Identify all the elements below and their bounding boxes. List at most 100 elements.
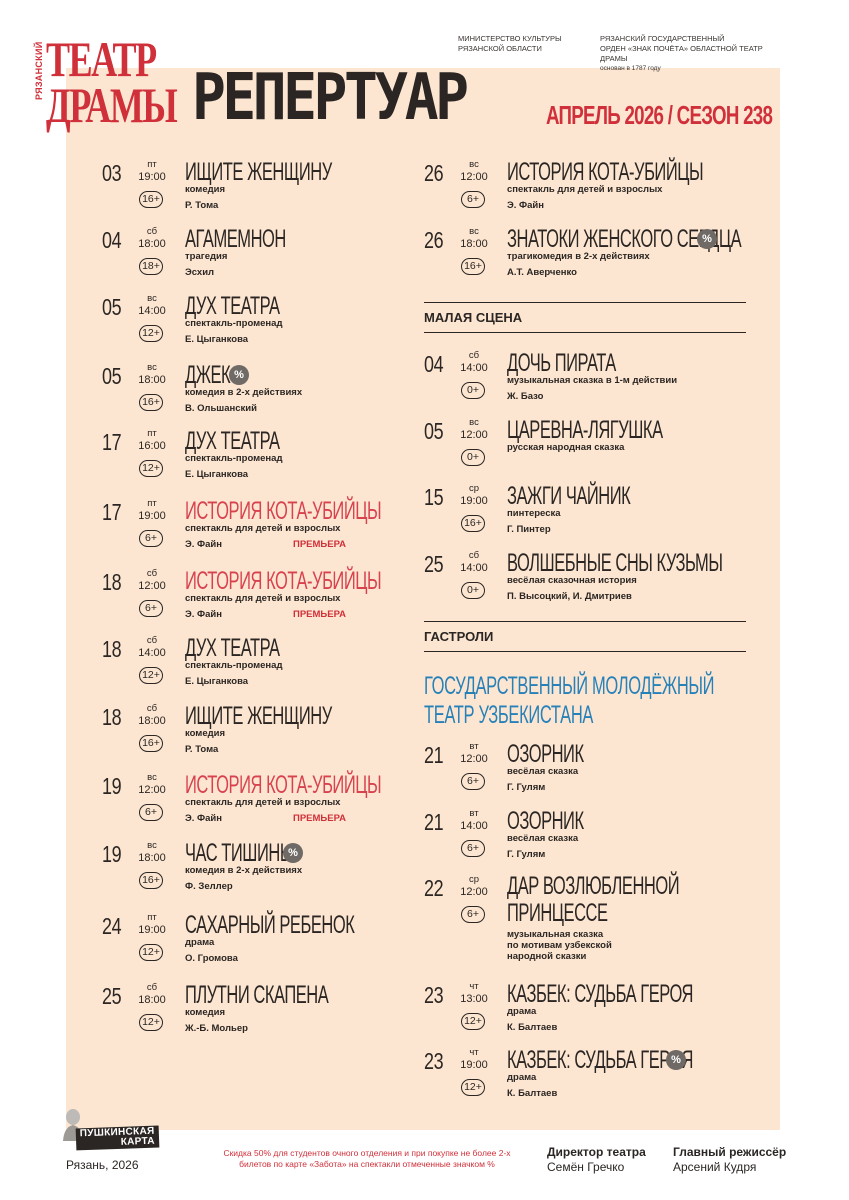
age-rating-badge: 16+ [139, 394, 163, 411]
event-entry[interactable]: 25 сб 14:00 0+ ВОЛШЕБНЫЕ СНЫ КУЗЬМЫ весё… [424, 549, 754, 609]
age-rating-badge: 16+ [461, 515, 485, 532]
event-entry[interactable]: 19 вс 18:00 16+ ЧАС ТИШИНЫ % комедия в 2… [102, 839, 432, 899]
event-entry[interactable]: 04 сб 14:00 0+ ДОЧЬ ПИРАТА музыкальная с… [424, 349, 754, 409]
event-weekday: пт [147, 428, 157, 439]
event-time: 12:00 [460, 429, 488, 441]
event-genre: пинтереска [507, 508, 561, 519]
age-rating-badge: 0+ [461, 449, 485, 466]
event-author: Е. Цыганкова [185, 676, 249, 687]
event-entry[interactable]: 23 чт 13:00 12+ КАЗБЕК: СУДЬБА ГЕРОЯ дра… [424, 980, 754, 1040]
director-credit: Директор театра Семён Гречко [547, 1145, 646, 1174]
event-entry[interactable]: 03 пт 19:00 16+ ИЩИТЕ ЖЕНЩИНУ комедия Р.… [102, 158, 432, 218]
event-author: Ж.-Б. Мольер [185, 1023, 248, 1034]
event-entry[interactable]: 26 вс 12:00 6+ ИСТОРИЯ КОТА-УБИЙЦЫ спект… [424, 158, 754, 218]
event-title: ДУХ ТЕАТРА [185, 634, 280, 662]
event-day: 19 [102, 841, 122, 867]
event-entry[interactable]: 25 сб 18:00 12+ ПЛУТНИ СКАПЕНА комедия Ж… [102, 981, 432, 1041]
event-weekday: вт [469, 741, 479, 752]
event-weekday: сб [146, 982, 158, 993]
event-author: Г. Гулям [507, 782, 546, 793]
event-weekday: сб [468, 550, 480, 561]
age-rating-badge: 16+ [139, 191, 163, 208]
event-day: 04 [102, 227, 122, 253]
event-time: 18:00 [460, 238, 488, 250]
event-genre: весёлая сказка [507, 833, 579, 844]
event-entry[interactable]: 18 сб 14:00 12+ ДУХ ТЕАТРА спектакль-про… [102, 634, 432, 694]
age-rating-badge: 12+ [139, 460, 163, 477]
event-author: А.Т. Аверченко [507, 267, 577, 278]
event-genre: трагедия [185, 251, 228, 262]
event-day: 23 [424, 982, 444, 1008]
event-genre: весёлая сказочная история [507, 575, 637, 586]
event-time: 18:00 [138, 238, 166, 250]
event-entry[interactable]: 17 пт 16:00 12+ ДУХ ТЕАТРА спектакль-про… [102, 427, 432, 487]
event-entry[interactable]: 15 ср 19:00 16+ ЗАЖГИ ЧАЙНИК пинтереска … [424, 482, 754, 542]
event-title: ВОЛШЕБНЫЕ СНЫ КУЗЬМЫ [507, 549, 723, 577]
event-day: 18 [102, 704, 122, 730]
event-entry[interactable]: 05 вс 14:00 12+ ДУХ ТЕАТРА спектакль-про… [102, 292, 432, 352]
event-weekday: ср [468, 874, 480, 885]
event-author: Э. Файн [185, 609, 223, 620]
age-rating-badge: 6+ [139, 600, 163, 617]
event-time: 13:00 [460, 993, 488, 1005]
event-entry[interactable]: 21 вт 12:00 6+ ОЗОРНИК весёлая сказка Г.… [424, 740, 754, 800]
event-entry[interactable]: 05 вс 12:00 0+ ЦАРЕВНА-ЛЯГУШКА русская н… [424, 416, 754, 476]
event-title: АГАМЕМНОН [185, 225, 286, 253]
theatre-logo: РЯЗАНСКИЙ ТЕАТР ДРАМЫ [34, 34, 178, 146]
event-weekday: вс [469, 226, 479, 237]
age-rating-badge: 6+ [139, 804, 163, 821]
age-rating-badge: 6+ [461, 773, 485, 790]
event-genre: музыкальная сказка в 1-м действии [507, 375, 678, 386]
event-genre: комедия [185, 728, 226, 739]
event-entry[interactable]: 18 сб 18:00 16+ ИЩИТЕ ЖЕНЩИНУ комедия Р.… [102, 702, 432, 762]
founded-label: основан в 1787 году [600, 65, 661, 72]
discount-badge: % [283, 843, 303, 863]
event-day: 03 [102, 160, 122, 186]
event-time: 12:00 [460, 753, 488, 765]
event-entry[interactable]: 23 чт 19:00 12+ КАЗБЕК: СУДЬБА ГЕРОЯ % д… [424, 1046, 754, 1106]
pushkin-card-label: ПУШКИНСКАЯ КАРТА [75, 1125, 160, 1151]
event-entry[interactable]: 04 сб 18:00 18+ АГАМЕМНОН трагедия Эсхил [102, 225, 432, 285]
event-author: Е. Цыганкова [185, 469, 249, 480]
event-author: Г. Пинтер [507, 524, 551, 535]
event-entry[interactable]: 18 сб 12:00 6+ ИСТОРИЯ КОТА-УБИЙЦЫ спект… [102, 567, 432, 627]
age-rating-badge: 12+ [139, 944, 163, 961]
event-entry[interactable]: 22 ср 12:00 6+ ДАР ВОЗЛЮБЛЕННОЙ ПРИНЦЕСС… [424, 873, 754, 973]
event-genre: спектакль для детей и взрослых [185, 797, 341, 808]
event-title: САХАРНЫЙ РЕБЕНОК [185, 911, 355, 939]
event-title: ДАР ВОЗЛЮБЛЕННОЙ ПРИНЦЕССЕ [507, 872, 680, 927]
event-day: 05 [102, 363, 122, 389]
event-day: 19 [102, 773, 122, 799]
event-weekday: вс [469, 417, 479, 428]
event-day: 22 [424, 875, 444, 901]
event-day: 04 [424, 351, 444, 377]
event-title: ОЗОРНИК [507, 740, 584, 768]
age-rating-badge: 12+ [461, 1079, 485, 1096]
premiere-label: ПРЕМЬЕРА [293, 813, 346, 824]
event-entry[interactable]: 24 пт 19:00 12+ САХАРНЫЙ РЕБЕНОК драма О… [102, 911, 432, 971]
event-author: Е. Цыганкова [185, 334, 249, 345]
city-year-label: Рязань, 2026 [66, 1158, 139, 1172]
event-entry[interactable]: 26 вс 18:00 16+ ЗНАТОКИ ЖЕНСКОГО СЕРДЦА … [424, 225, 754, 285]
event-entry[interactable]: 05 вс 18:00 16+ ДЖЕК % комедия в 2-х дей… [102, 361, 432, 421]
event-genre: драма [507, 1072, 537, 1083]
event-author: О. Громова [185, 953, 238, 964]
event-genre: комедия [185, 184, 226, 195]
event-time: 19:00 [460, 1059, 488, 1071]
event-entry[interactable]: 19 вс 12:00 6+ ИСТОРИЯ КОТА-УБИЙЦЫ спект… [102, 771, 432, 831]
event-entry[interactable]: 17 пт 19:00 6+ ИСТОРИЯ КОТА-УБИЙЦЫ спект… [102, 497, 432, 557]
discount-badge: % [666, 1050, 686, 1070]
event-title: ПЛУТНИ СКАПЕНА [185, 981, 329, 1009]
event-weekday: вс [147, 293, 157, 304]
discount-note: Скидка 50% для студентов очного отделени… [223, 1148, 511, 1169]
event-weekday: сб [146, 568, 158, 579]
event-entry[interactable]: 21 вт 14:00 6+ ОЗОРНИК весёлая сказка Г.… [424, 807, 754, 867]
event-time: 12:00 [460, 171, 488, 183]
event-weekday: пт [147, 159, 157, 170]
age-rating-badge: 6+ [139, 530, 163, 547]
event-weekday: вс [147, 362, 157, 373]
age-rating-badge: 16+ [461, 258, 485, 275]
event-title: ИСТОРИЯ КОТА-УБИЙЦЫ [185, 771, 382, 799]
event-time: 14:00 [460, 362, 488, 374]
event-genre: спектакль для детей и взрослых [185, 593, 341, 604]
